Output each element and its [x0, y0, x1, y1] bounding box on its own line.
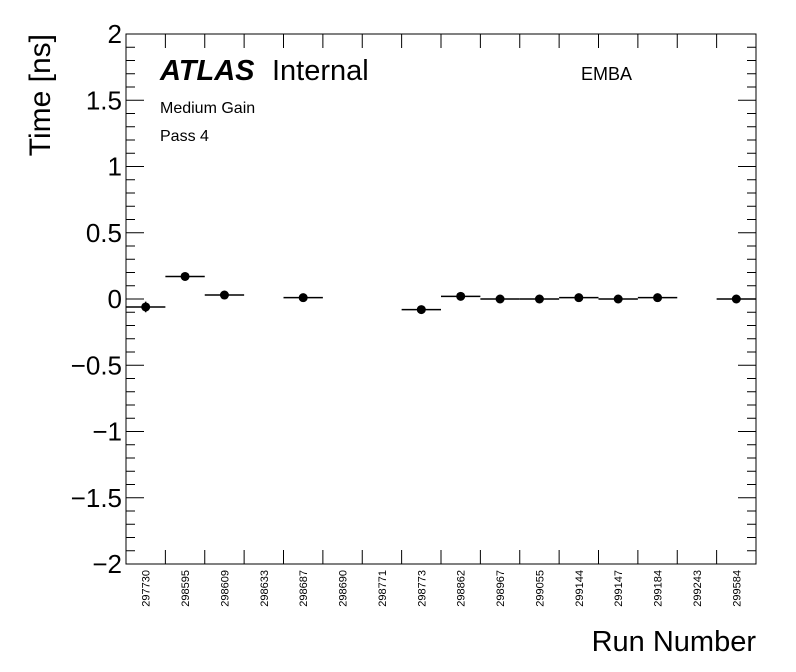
data-point — [574, 293, 584, 303]
data-point — [731, 294, 741, 304]
x-tick-label: 299584 — [731, 570, 743, 607]
x-tick-label: 299144 — [574, 570, 586, 607]
x-tick-label: 298862 — [456, 570, 468, 607]
x-tick-label: 298771 — [377, 570, 389, 607]
data-point — [613, 294, 623, 304]
x-tick-label: 298967 — [495, 570, 507, 607]
x-tick-label: 297730 — [141, 570, 153, 607]
x-axis-label: Run Number — [592, 626, 757, 658]
axis-ticks — [125, 33, 757, 565]
x-tick-label: 299055 — [534, 570, 546, 607]
y-tick-label: 2 — [108, 19, 122, 49]
x-tick-label: 298595 — [180, 570, 192, 607]
x-tick-labels: 297730 298595 298609 298633 298687 298690 2987… — [141, 570, 744, 607]
y-tick-label: 1 — [108, 152, 122, 182]
y-tick-label: 0.5 — [86, 218, 122, 248]
x-tick-label: 299184 — [653, 570, 665, 607]
y-tick-label: 1.5 — [86, 85, 122, 115]
y-tick-label: 0 — [108, 284, 122, 314]
data-point — [298, 293, 308, 303]
x-tick-label: 298609 — [219, 570, 231, 607]
x-tick-label: 299147 — [613, 570, 625, 607]
x-tick-label: 299243 — [692, 570, 704, 607]
internal-label: Internal — [272, 55, 369, 87]
partition-label: EMBA — [581, 64, 632, 84]
data-point — [219, 290, 229, 300]
data-point — [495, 294, 505, 304]
data-point — [141, 302, 151, 312]
data-point — [653, 293, 663, 303]
x-tick-label: 298633 — [259, 570, 271, 607]
y-tick-label: −0.5 — [71, 350, 122, 380]
y-tick-label: −1.5 — [71, 483, 122, 513]
data-points — [126, 271, 756, 315]
data-point — [416, 305, 426, 315]
y-axis-label: Time [ns] — [24, 34, 57, 156]
x-tick-label: 298690 — [338, 570, 350, 607]
gain-label: Medium Gain — [160, 100, 255, 117]
data-point — [534, 294, 544, 304]
pass-label: Pass 4 — [160, 128, 209, 145]
x-tick-label: 298687 — [298, 570, 310, 607]
data-point — [456, 291, 466, 301]
y-tick-labels: 2 1.5 1 0.5 0 −0.5 −1 −1.5 −2 — [71, 19, 122, 579]
x-tick-label: 298773 — [416, 570, 428, 607]
atlas-label: ATLAS — [159, 55, 255, 87]
y-tick-label: −2 — [92, 549, 122, 579]
data-point — [180, 271, 190, 281]
y-tick-label: −1 — [92, 417, 122, 447]
